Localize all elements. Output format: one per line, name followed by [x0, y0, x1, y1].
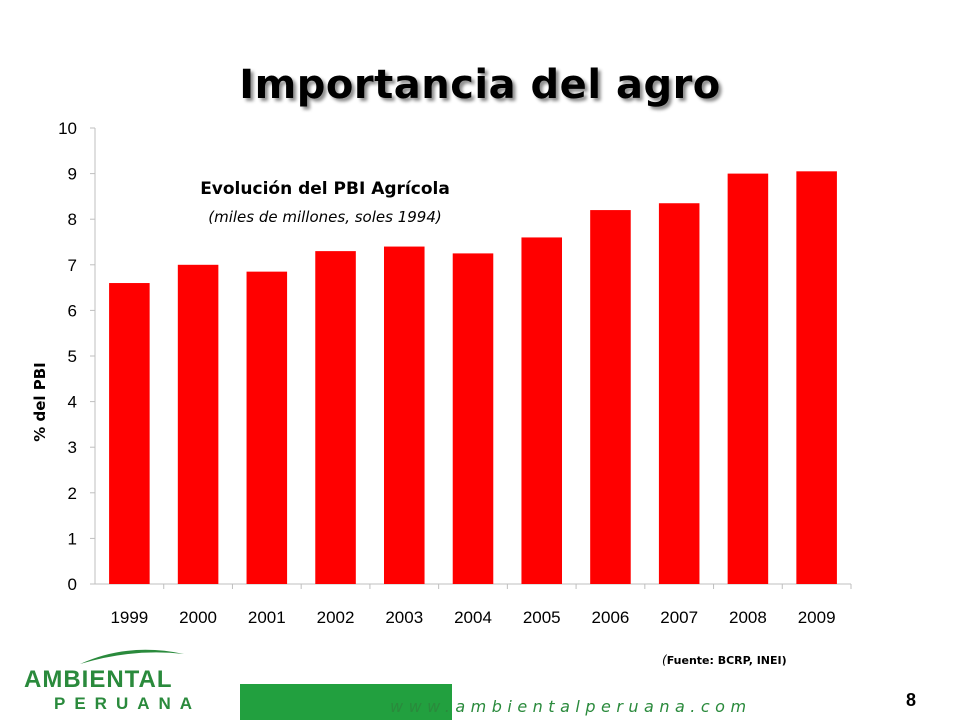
footer-bar: [240, 684, 452, 720]
bar: [177, 264, 219, 584]
x-tick-label: 1999: [110, 608, 148, 627]
y-tick-label: 2: [68, 484, 77, 503]
y-tick-label: 4: [68, 393, 77, 412]
bar: [727, 173, 769, 584]
x-tick-label: 2006: [592, 608, 630, 627]
y-tick-label: 0: [68, 575, 77, 594]
x-tick-label: 2002: [317, 608, 355, 627]
source-note: (Fuente: BCRP, INEI): [662, 653, 787, 667]
y-tick-label: 3: [68, 438, 77, 457]
y-tick-label: 1: [68, 529, 77, 548]
page-number: 8: [906, 690, 917, 710]
x-tick-label: 2009: [798, 608, 836, 627]
source-text: Fuente: BCRP, INEI): [666, 654, 787, 667]
company-logo: AMBIENTAL PERUANA: [18, 646, 218, 716]
source-paren: (: [662, 653, 667, 667]
slide-title: Importancia del agro: [239, 62, 721, 108]
bar: [315, 251, 356, 584]
y-tick-label: 10: [58, 119, 77, 138]
bar: [521, 237, 563, 584]
x-tick-label: 2007: [660, 608, 698, 627]
bar: [590, 210, 631, 584]
bar: [246, 271, 288, 584]
y-tick-label: 9: [68, 165, 77, 184]
x-tick-label: 2008: [729, 608, 767, 627]
chart-subtitle: (miles de millones, soles 1994): [208, 208, 442, 226]
x-tick-label: 2001: [248, 608, 286, 627]
y-tick-label: 8: [68, 210, 77, 229]
website-url[interactable]: www.ambientalperuana.com: [390, 697, 752, 716]
x-tick-label: 2004: [454, 608, 492, 627]
x-tick-label: 2000: [179, 608, 217, 627]
y-tick-label: 5: [68, 347, 77, 366]
y-tick-label: 7: [68, 256, 77, 275]
bar: [796, 171, 837, 584]
y-tick-label: 6: [68, 301, 77, 320]
bar: [383, 246, 425, 584]
logo-name: AMBIENTAL: [24, 666, 173, 693]
y-axis-label: % del PBI: [31, 362, 49, 442]
x-tick-label: 2005: [523, 608, 561, 627]
bar: [452, 253, 494, 584]
bar: [658, 203, 700, 585]
bar: [109, 283, 150, 584]
chart-title: Evolución del PBI Agrícola: [200, 179, 450, 199]
logo-sub: PERUANA: [54, 694, 202, 713]
swoosh-icon: [80, 649, 184, 664]
x-tick-label: 2003: [385, 608, 423, 627]
